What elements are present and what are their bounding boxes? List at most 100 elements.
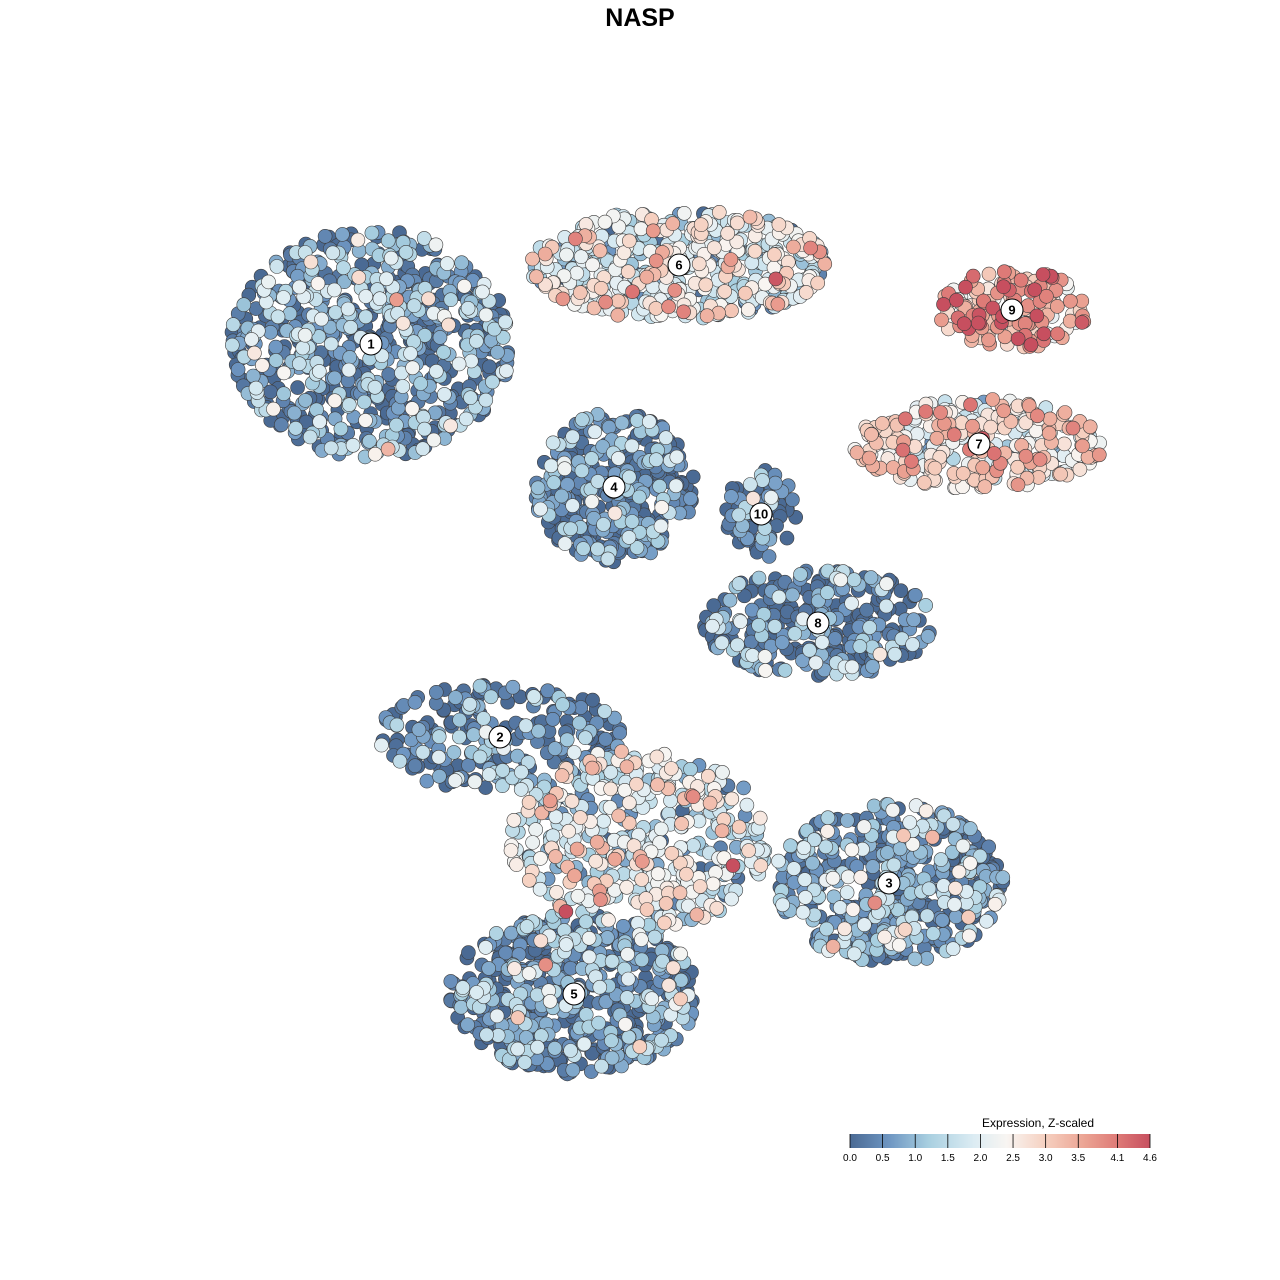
cell-point: [367, 379, 383, 395]
cell-point: [531, 723, 546, 739]
cell-point: [432, 330, 448, 345]
cell-point: [351, 270, 367, 285]
cell-point: [506, 812, 522, 828]
cell-point: [525, 251, 540, 267]
cell-point: [590, 541, 605, 557]
cell-point: [460, 1017, 475, 1032]
cell-point: [699, 308, 715, 324]
cell-point: [619, 990, 635, 1005]
cell-point: [852, 639, 868, 654]
cell-point: [1057, 405, 1073, 420]
cell-point: [592, 979, 608, 995]
cell-point: [878, 598, 894, 614]
cell-point: [611, 451, 626, 466]
cell-point: [837, 921, 852, 937]
cell-point: [374, 737, 389, 753]
cell-point: [565, 498, 580, 513]
cell-point: [448, 690, 463, 705]
cell-point: [291, 356, 307, 372]
cell-point: [540, 683, 556, 699]
cell-point: [632, 1039, 648, 1054]
cell-point: [452, 729, 467, 745]
cell-point: [896, 828, 911, 843]
cell-point: [576, 1036, 592, 1052]
cell-point: [786, 861, 802, 876]
cell-point: [404, 401, 420, 416]
cell-point: [498, 363, 514, 379]
cell-point: [584, 494, 600, 509]
cluster-label-8: 8: [806, 611, 830, 635]
cell-point: [739, 797, 755, 813]
cell-point: [785, 492, 800, 508]
cell-point: [668, 478, 684, 494]
cell-point: [844, 659, 860, 675]
cell-point: [323, 440, 339, 456]
cell-point: [290, 380, 305, 395]
cell-point: [934, 912, 950, 928]
cell-point: [461, 757, 476, 773]
cell-point: [565, 429, 580, 445]
cell-point: [248, 380, 264, 396]
cell-point: [482, 359, 497, 375]
cluster-label-7: 7: [967, 432, 991, 456]
cell-point: [456, 278, 472, 294]
cell-point: [569, 841, 585, 857]
cell-point: [601, 912, 616, 928]
cell-point: [603, 781, 618, 797]
cell-point: [1053, 466, 1068, 482]
cell-point: [725, 858, 741, 873]
cell-point: [775, 897, 791, 913]
cell-point: [558, 937, 574, 952]
cell-point: [447, 773, 463, 788]
cell-point: [916, 475, 932, 490]
cell-point: [466, 727, 481, 743]
cell-point: [844, 842, 860, 858]
cell-point: [962, 855, 978, 871]
cell-point: [514, 764, 529, 780]
cluster-label-5: 5: [562, 982, 586, 1006]
cell-point: [945, 941, 961, 957]
cell-point: [607, 505, 623, 521]
cell-point: [706, 240, 722, 256]
cell-point: [644, 991, 660, 1007]
cell-point: [581, 930, 597, 946]
cell-point: [948, 909, 964, 925]
cell-point: [604, 1033, 619, 1048]
cell-point: [761, 549, 777, 564]
cluster-label-text: 7: [975, 437, 982, 452]
cluster-label-2: 2: [488, 725, 512, 749]
cell-point: [521, 794, 537, 810]
cell-point: [478, 392, 494, 408]
cell-point: [740, 302, 756, 317]
cell-point: [929, 430, 945, 446]
cell-point: [578, 730, 593, 746]
cell-point: [479, 1027, 494, 1043]
cell-point: [612, 725, 628, 741]
cell-point: [840, 869, 856, 885]
cell-point: [436, 344, 451, 360]
cell-point: [647, 929, 663, 945]
cell-point: [771, 853, 786, 869]
cell-point: [714, 635, 730, 651]
cell-point: [624, 438, 640, 454]
cell-point: [247, 345, 262, 361]
cell-point: [598, 294, 613, 310]
cell-point: [683, 761, 698, 777]
cell-point: [1065, 420, 1081, 436]
cell-point: [566, 745, 582, 760]
cell-point: [731, 819, 747, 835]
cell-point: [421, 291, 436, 307]
cell-point: [244, 332, 259, 347]
cell-point: [621, 1029, 637, 1045]
cell-point: [340, 301, 356, 317]
cluster-label-text: 2: [496, 730, 503, 745]
cell-point: [458, 411, 474, 427]
cell-point: [389, 717, 405, 733]
cell-point: [463, 390, 478, 406]
cell-point: [634, 952, 650, 968]
cell-point: [951, 864, 967, 880]
cell-point: [895, 442, 911, 458]
cell-point: [510, 1010, 526, 1026]
cell-point: [543, 458, 559, 474]
cell-point: [674, 816, 689, 831]
